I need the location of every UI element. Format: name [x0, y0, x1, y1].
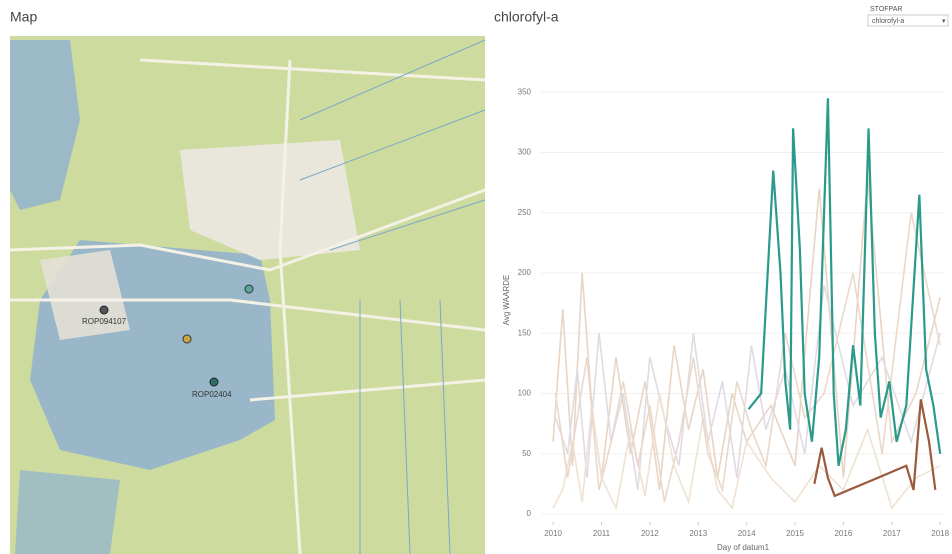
y-tick-label: 50	[522, 449, 531, 458]
y-axis-label: Avg WAARDE	[502, 275, 511, 326]
map-title: Map	[10, 9, 37, 25]
water	[15, 470, 120, 554]
station-marker[interactable]	[209, 377, 219, 387]
y-tick-label: 150	[518, 328, 532, 337]
x-tick-label: 2017	[883, 529, 901, 538]
roads	[9, 58, 486, 554]
y-tick-label: 300	[518, 148, 532, 157]
dropdown-arrow: ▾	[942, 18, 946, 25]
filter-label: STOFPAR	[870, 6, 902, 13]
series-line	[552, 393, 941, 511]
plot: 0 50 100 150 200 250 300 350 2010 2011 2012 2013 201…	[518, 87, 950, 538]
x-axis-label: Day of datum1	[717, 543, 770, 552]
y-tick-label: 100	[518, 389, 532, 398]
y-tick-label: 200	[518, 268, 532, 277]
x-tick-label: 2012	[641, 529, 659, 538]
series-line	[554, 284, 941, 491]
x-tick-label: 2014	[738, 529, 756, 538]
station-marker[interactable]	[99, 305, 109, 315]
map: ROP094107 ROP02404	[9, 36, 486, 554]
station-marker[interactable]	[244, 284, 254, 294]
x-tick-label: 2010	[544, 529, 562, 538]
station-label: ROP094107	[82, 317, 127, 326]
chart-title: chlorofyl-a	[494, 9, 559, 25]
y-tick-label: 250	[518, 208, 532, 217]
x-tick-label: 2018	[931, 529, 949, 538]
series-line	[552, 176, 941, 491]
filter-dropdown[interactable]	[867, 14, 949, 27]
station-marker[interactable]	[182, 334, 192, 344]
series-line	[813, 399, 937, 498]
y-tick-label: 0	[527, 509, 532, 518]
x-tick-label: 2011	[593, 529, 611, 538]
series-line	[554, 212, 941, 503]
x-tick-label: 2016	[834, 529, 852, 538]
town	[180, 140, 360, 260]
town	[40, 250, 130, 340]
x-tick-label: 2013	[689, 529, 707, 538]
series-line	[747, 98, 942, 467]
station-label: ROP02404	[192, 390, 232, 399]
filter-value: chlorofyl-a	[872, 18, 904, 25]
canals	[299, 39, 486, 554]
y-tick-label: 350	[518, 87, 532, 96]
water	[10, 40, 80, 210]
x-tick-label: 2015	[786, 529, 804, 538]
